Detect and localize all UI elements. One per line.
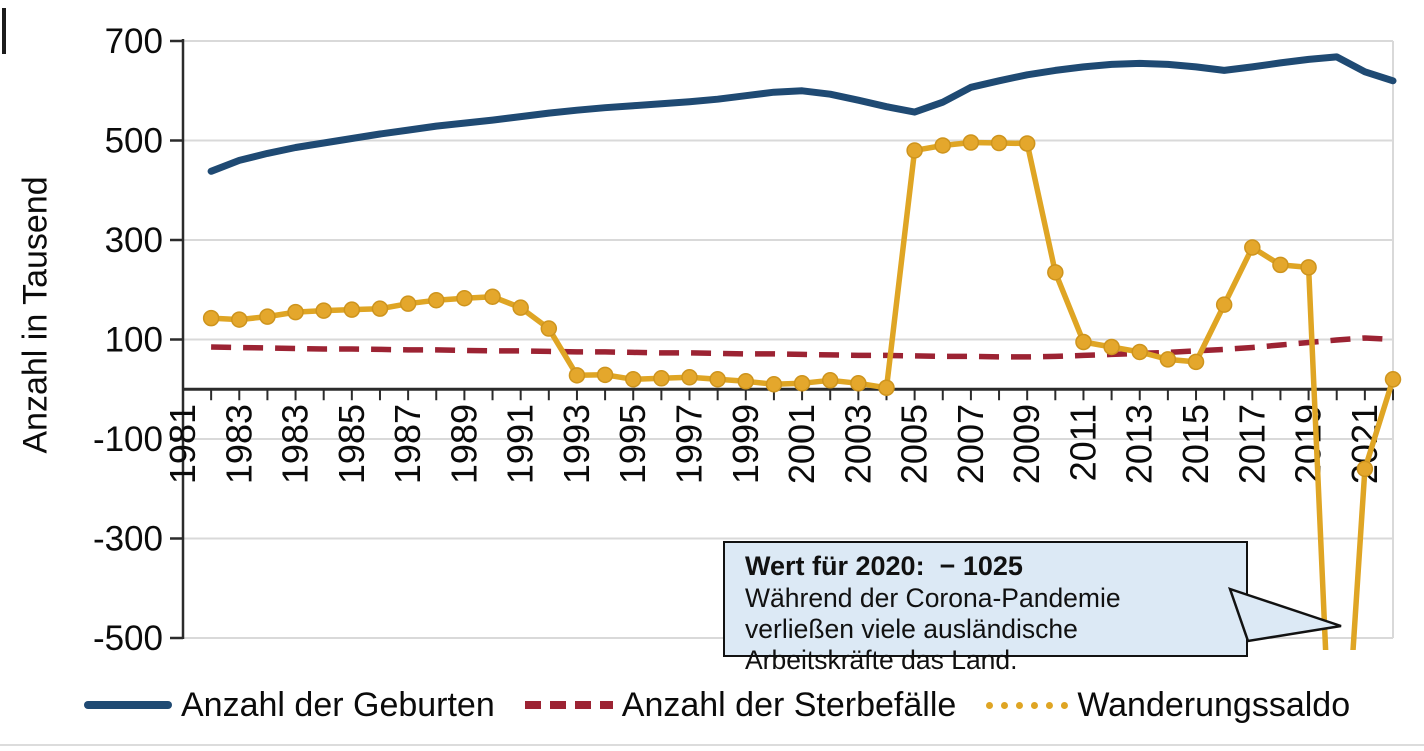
x-tick-label: 2003 <box>837 404 878 484</box>
y-tick-label: -100 <box>93 420 163 459</box>
legend-swatch-dashed-line-icon <box>524 701 613 709</box>
data-point-marker <box>1384 371 1402 388</box>
x-tick-label: 1995 <box>612 404 653 484</box>
x-tick-label: 1997 <box>669 404 710 484</box>
y-tick-label: 700 <box>105 22 163 61</box>
x-tick-label: 1993 <box>556 404 597 484</box>
corner-mark <box>2 8 6 54</box>
series-sterbefaelle <box>211 335 1394 360</box>
data-point-marker <box>765 376 783 393</box>
annotation-body: Während der Corona-Pandemie verließen vi… <box>745 583 1121 675</box>
annotation-title: Wert für 2020: − 1025 <box>745 551 1023 581</box>
x-tick-label: 1987 <box>387 404 428 484</box>
chart-legend: Anzahl der Geburten Anzahl der Sterbefäl… <box>0 679 1424 731</box>
y-tick-label: -300 <box>93 520 163 559</box>
y-tick-label: 500 <box>105 122 163 161</box>
data-point-marker <box>540 320 558 337</box>
legend-item-wanderungssaldo: Wanderungssaldo <box>986 686 1350 725</box>
x-tick-label: 2013 <box>1119 404 1160 484</box>
data-point-marker <box>906 142 923 159</box>
data-point-marker <box>1300 259 1317 276</box>
data-point-marker <box>1103 338 1120 356</box>
data-point-marker <box>1356 460 1374 478</box>
y-axis-title: Anzahl in Tausend <box>16 176 55 454</box>
bottom-divider <box>0 744 1424 746</box>
data-point-marker <box>596 366 614 384</box>
legend-label: Anzahl der Geburten <box>181 685 495 724</box>
x-tick-label: 2005 <box>894 404 935 484</box>
x-tick-label: 1983 <box>275 404 316 484</box>
data-point-marker <box>202 309 220 327</box>
data-point-marker <box>962 134 980 151</box>
legend-item-geburten: Anzahl der Geburten <box>84 686 495 725</box>
y-tick-label: 100 <box>105 321 163 360</box>
data-point-marker <box>428 291 445 309</box>
x-tick-label: 1983 <box>218 404 259 484</box>
data-point-marker <box>371 300 389 317</box>
data-point-marker <box>568 367 586 384</box>
data-point-marker <box>990 134 1008 152</box>
series-geburten <box>207 53 1397 175</box>
legend-label: Anzahl der Sterbefälle <box>621 685 957 724</box>
data-point-marker <box>456 289 473 307</box>
legend-swatch-solid-line-icon <box>84 701 172 709</box>
data-point-marker <box>259 308 276 325</box>
x-tick-label: 1999 <box>725 404 766 484</box>
x-tick-label: 2007 <box>950 404 991 484</box>
data-point-marker <box>512 299 529 316</box>
legend-swatch-dotted-line-icon <box>986 701 1069 709</box>
data-point-marker <box>1075 333 1092 351</box>
x-tick-label: 1985 <box>331 404 372 484</box>
data-point-marker <box>653 370 670 387</box>
data-point-marker <box>934 137 952 154</box>
legend-label: Wanderungssaldo <box>1077 685 1351 724</box>
data-point-marker <box>287 303 304 321</box>
data-point-marker <box>1244 239 1261 256</box>
annotation-pointer <box>1227 587 1342 643</box>
data-point-marker <box>343 301 361 318</box>
x-tick-label: 2019 <box>1288 404 1329 484</box>
x-tick-label: 2015 <box>1175 404 1216 484</box>
x-tick-label: 2017 <box>1231 404 1272 484</box>
data-point-marker <box>793 375 811 392</box>
data-point-marker <box>484 288 501 305</box>
legend-item-sterbefaelle: Anzahl der Sterbefälle <box>524 685 957 725</box>
data-point-marker <box>1272 256 1289 274</box>
data-point-marker <box>1215 296 1233 313</box>
data-point-marker <box>1047 264 1064 281</box>
y-tick-label: 300 <box>105 221 163 260</box>
x-tick-label: 2001 <box>781 404 822 484</box>
x-tick-label: 2009 <box>1006 404 1047 484</box>
data-point-marker <box>624 371 642 388</box>
data-point-marker <box>1159 351 1177 368</box>
data-point-marker <box>878 379 895 397</box>
data-point-marker <box>709 371 726 388</box>
series-wanderungssaldo <box>202 134 1402 650</box>
data-point-marker <box>681 369 698 386</box>
data-point-marker <box>315 302 332 319</box>
data-point-marker <box>737 373 755 390</box>
x-tick-label: 1989 <box>443 404 484 484</box>
x-tick-label: 2011 <box>1062 404 1103 481</box>
annotation-callout: Wert für 2020: − 1025 Während der Corona… <box>723 541 1248 675</box>
x-tick-label: 1981 <box>162 404 203 484</box>
data-point-marker <box>231 311 248 328</box>
data-point-marker <box>1187 353 1205 371</box>
y-tick-label: -500 <box>93 619 163 658</box>
data-point-marker <box>399 295 417 312</box>
data-point-marker <box>850 375 867 392</box>
data-point-marker <box>821 372 839 389</box>
data-point-marker <box>1131 343 1148 361</box>
x-tick-label: 1991 <box>500 404 541 484</box>
data-point-marker <box>1018 135 1036 152</box>
